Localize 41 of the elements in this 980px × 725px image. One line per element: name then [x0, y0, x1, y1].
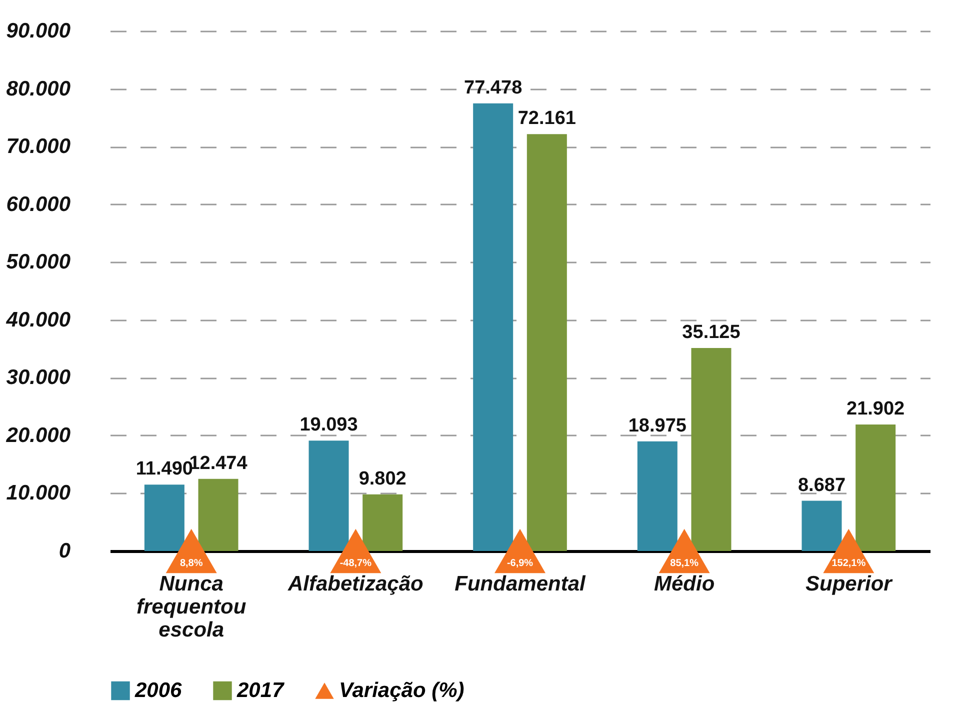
y-tick-label: 80.000 — [6, 77, 71, 100]
x-tick-label: Fundamental — [454, 572, 586, 596]
data-label: 72.161 — [518, 108, 576, 130]
bar — [856, 424, 896, 551]
data-label: 35.125 — [682, 322, 741, 344]
data-label: 9.802 — [358, 468, 406, 490]
data-label: 8.687 — [798, 474, 846, 496]
legend-label: 2006 — [134, 678, 182, 702]
bar — [637, 441, 678, 551]
y-tick-label: 90.000 — [6, 20, 71, 42]
y-tick-label: 60.000 — [6, 192, 71, 216]
legend-label: Variação (%) — [339, 678, 464, 702]
y-tick-label: 10.000 — [6, 482, 71, 505]
bar — [526, 134, 567, 551]
bar — [691, 348, 732, 551]
text: -48,7% — [340, 558, 372, 569]
bar — [144, 484, 184, 551]
x-tick-label: Alfabetização — [286, 572, 424, 596]
text: -6,9% — [506, 558, 534, 569]
bar — [198, 478, 238, 551]
bar — [802, 500, 842, 551]
bar — [308, 440, 349, 551]
text: 152,1% — [832, 558, 866, 569]
x-tick-label: Médio — [654, 572, 715, 596]
bar — [473, 103, 514, 551]
data-label: 77.478 — [464, 77, 522, 98]
legend-label: 2017 — [236, 678, 286, 702]
data-label: 19.093 — [300, 414, 358, 436]
y-tick-label: 0 — [58, 540, 71, 562]
y-tick-label: 50.000 — [6, 250, 71, 274]
data-label: 21.902 — [846, 398, 905, 420]
data-label: 18.975 — [628, 415, 687, 436]
text: 85,1% — [670, 558, 699, 569]
bar — [362, 494, 403, 551]
y-tick-label: 30.000 — [6, 366, 71, 390]
text: 8,8% — [180, 558, 203, 569]
x-tick-label: Nunca frequentou escola — [136, 572, 246, 642]
y-tick-label: 20.000 — [5, 424, 71, 447]
y-tick-label: 70.000 — [6, 135, 71, 158]
y-tick-label: 40.000 — [5, 308, 71, 332]
x-tick-label: Superior — [805, 572, 894, 596]
